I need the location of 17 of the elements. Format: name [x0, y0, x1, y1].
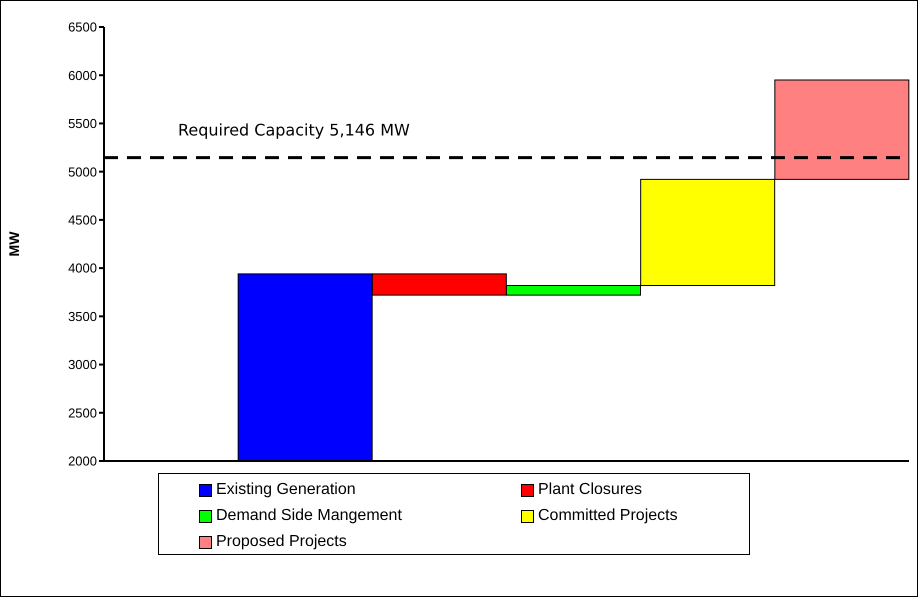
- y-tick-label: 6000: [68, 68, 97, 83]
- y-tick-label: 3000: [68, 357, 97, 372]
- y-tick-label: 4500: [68, 212, 97, 228]
- y-tick-label: 5000: [68, 164, 97, 180]
- legend-label: Plant Closures: [538, 481, 642, 499]
- y-tick-label: 3500: [68, 308, 97, 324]
- y-tick-label: 6500: [68, 20, 97, 35]
- legend-label: Demand Side Mangement: [216, 507, 402, 525]
- y-tick-label: 4000: [68, 260, 97, 276]
- y-tick-label: 2000: [68, 454, 97, 469]
- ref-line-label: Required Capacity 5,146 MW: [178, 120, 410, 140]
- legend-label: Existing Generation: [216, 481, 356, 499]
- y-axis-title: MW: [6, 230, 22, 256]
- legend-label: Proposed Projects: [216, 533, 347, 551]
- legend-label: Committed Projects: [538, 507, 678, 525]
- y-tick-label: 2500: [68, 405, 97, 420]
- y-tick-label: 5500: [68, 116, 97, 132]
